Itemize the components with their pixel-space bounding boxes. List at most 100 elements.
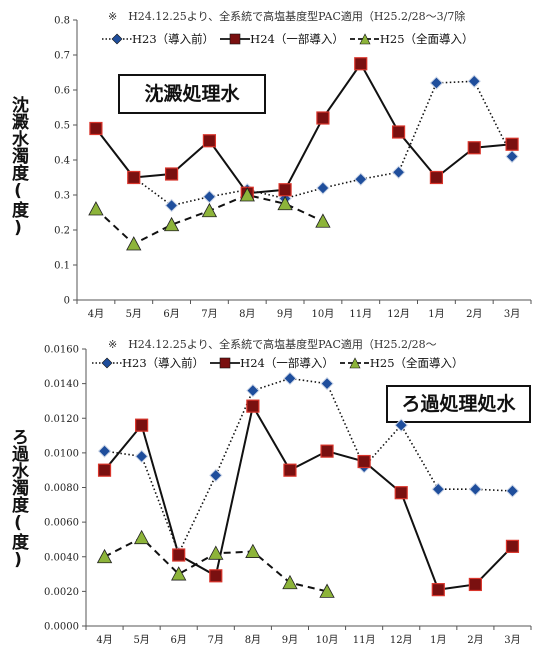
- chart1-legend-h24: H24（一部導入）: [220, 31, 344, 47]
- y-tick-label: 0.6: [54, 86, 70, 97]
- data-point-square: [429, 170, 444, 185]
- data-point-diamond: [164, 198, 179, 213]
- chart2-legend-h25: H25（全面導入）: [339, 355, 464, 371]
- chart1-note: ※ H24.12.25より、全系統で高塩基度型PAC適用（H25.2/28～3/…: [108, 10, 466, 23]
- data-point-square: [172, 548, 186, 562]
- y-tick-label: 0.0060: [44, 518, 79, 529]
- chart2-legend-h23-label: H23（導入前）: [122, 356, 205, 370]
- data-point-square: [467, 141, 481, 155]
- data-point-triangle: [245, 543, 261, 558]
- chart2-legend: H23（導入前） H24（一部導入） H25（全面導入）: [92, 355, 470, 371]
- chart1-legend: H23（導入前） H24（一部導入） H25（全面導入）: [102, 31, 480, 47]
- data-point-square: [316, 111, 330, 125]
- data-point-diamond: [134, 449, 149, 464]
- x-tick-label: 10月: [312, 308, 335, 320]
- data-point-diamond: [468, 482, 483, 496]
- data-point-square: [89, 121, 103, 136]
- x-tick-label: 3月: [504, 308, 520, 320]
- data-point-triangle: [201, 202, 218, 218]
- x-tick-label: 4月: [96, 634, 112, 646]
- x-tick-label: 9月: [282, 634, 298, 646]
- data-point-triangle: [96, 548, 113, 564]
- chart1-legend-h23-label: H23（導入前）: [132, 32, 215, 46]
- x-tick-label: 10月: [316, 634, 339, 646]
- y-tick-label: 0.7: [54, 51, 70, 62]
- x-tick-label: 1月: [428, 308, 444, 320]
- data-point-diamond: [202, 190, 217, 204]
- y-tick-label: 0.0100: [44, 448, 79, 459]
- data-point-diamond: [209, 468, 223, 483]
- x-tick-label: 5月: [133, 634, 149, 646]
- x-tick-label: 12月: [387, 308, 410, 320]
- y-tick-label: 0.4: [54, 156, 70, 167]
- data-point-triangle: [133, 529, 150, 545]
- series-line-1: [104, 377, 513, 556]
- data-point-triangle: [282, 574, 298, 590]
- chart1-legend-h23: H23（導入前）: [102, 31, 214, 47]
- chart1-legend-h25-label: H25（全面導入）: [379, 32, 474, 46]
- data-point-square: [391, 125, 406, 139]
- y-tick-label: 0.0000: [44, 622, 79, 633]
- data-point-square: [431, 583, 445, 597]
- y-tick-label: 0: [64, 296, 70, 307]
- data-point-square: [354, 57, 368, 71]
- x-tick-label: 3月: [504, 634, 520, 646]
- data-point-diamond: [354, 172, 368, 186]
- chart2-legend-h24: H24（一部導入）: [210, 355, 334, 371]
- chart2-note: ※ H24.12.25より、全系統で高塩基度型PAC適用（H25.2/28～: [108, 338, 437, 351]
- data-point-square: [394, 486, 408, 500]
- x-tick-label: 7月: [201, 308, 217, 320]
- chart2-y-axis-label: ろ過水濁度(度): [8, 428, 28, 570]
- x-tick-label: 8月: [245, 634, 261, 646]
- data-point-square: [164, 167, 179, 181]
- y-tick-label: 0.0040: [44, 552, 79, 563]
- x-tick-label: 9月: [277, 308, 293, 320]
- y-tick-label: 0.8: [54, 16, 70, 27]
- data-point-diamond: [283, 371, 297, 386]
- data-point-diamond: [505, 484, 520, 498]
- y-tick-label: 0.3: [54, 191, 70, 202]
- data-point-square: [209, 569, 223, 583]
- chart2-legend-h25-label: H25（全面導入）: [369, 356, 464, 370]
- data-point-triangle: [171, 566, 187, 581]
- x-tick-label: 6月: [163, 308, 179, 320]
- data-point-square: [505, 137, 519, 151]
- x-tick-label: 2月: [466, 308, 482, 320]
- y-tick-label: 0.1: [54, 261, 70, 272]
- data-point-triangle: [163, 216, 180, 232]
- y-tick-label: 0.0160: [44, 345, 79, 356]
- data-point-square: [202, 134, 217, 148]
- data-point-square: [135, 418, 149, 432]
- data-point-diamond: [391, 165, 406, 179]
- chart1-legend-h25: H25（全面導入）: [349, 31, 474, 47]
- x-tick-label: 7月: [208, 634, 224, 646]
- x-tick-label: 11月: [353, 634, 376, 646]
- data-point-square: [357, 454, 371, 469]
- x-tick-label: 4月: [88, 308, 104, 320]
- chart1-y-axis-label: 沈澱水濁度(度): [8, 96, 28, 238]
- x-tick-label: 5月: [126, 308, 142, 320]
- data-point-square: [468, 577, 482, 592]
- y-tick-label: 0.0140: [44, 379, 79, 390]
- chart1-legend-h24-label: H24（一部導入）: [250, 32, 344, 46]
- chart1-box-label: 沈澱処理水: [118, 74, 266, 114]
- y-tick-label: 0.0120: [44, 414, 79, 425]
- legend-dashed-triangle-icon: [349, 33, 380, 45]
- data-point-square: [127, 170, 141, 185]
- data-point-triangle: [239, 187, 255, 202]
- legend-dotted-diamond-icon: [102, 33, 132, 45]
- data-point-square: [320, 444, 334, 458]
- legend-dashed-triangle-icon: [339, 357, 370, 369]
- data-point-diamond: [320, 376, 334, 391]
- data-point-triangle: [319, 583, 335, 598]
- data-point-diamond: [431, 482, 445, 496]
- data-point-square: [505, 539, 520, 553]
- y-tick-label: 0.0080: [44, 483, 79, 494]
- legend-solid-square-icon: [210, 357, 241, 369]
- x-tick-label: 1月: [430, 634, 446, 646]
- x-tick-label: 2月: [467, 634, 483, 646]
- data-point-triangle: [315, 213, 331, 228]
- chart2-box-label: ろ過処理処水: [386, 385, 531, 423]
